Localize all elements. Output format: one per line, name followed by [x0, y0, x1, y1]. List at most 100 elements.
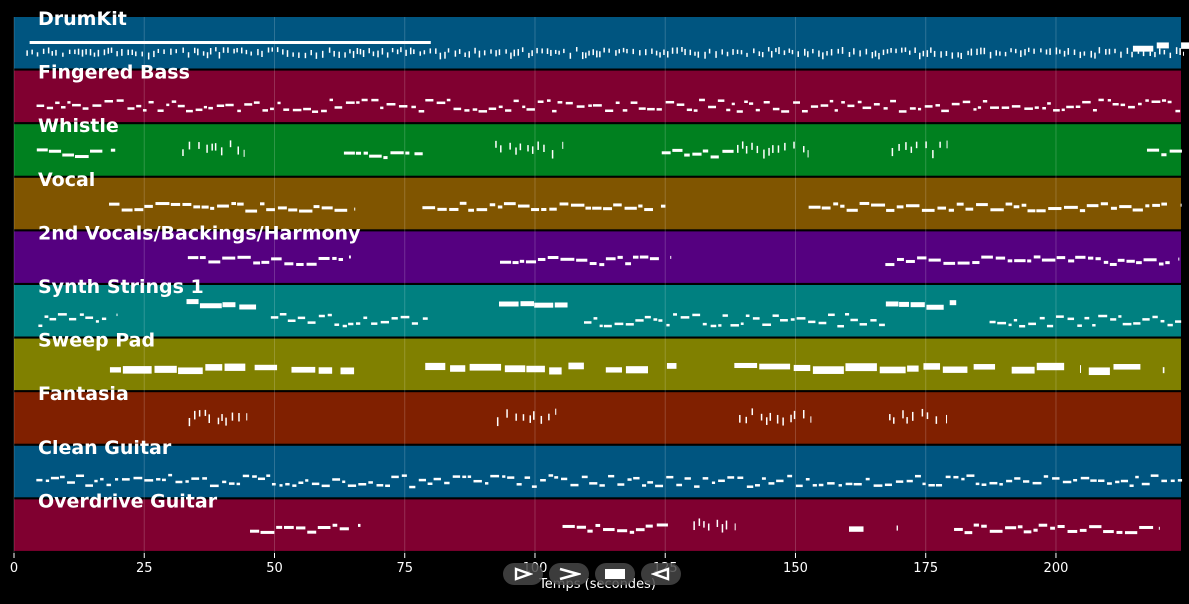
- note: [1063, 50, 1066, 57]
- note: [1133, 322, 1141, 325]
- note: [973, 523, 979, 527]
- note: [755, 484, 760, 487]
- note: [1057, 525, 1065, 529]
- note: [1005, 526, 1017, 530]
- note: [746, 52, 748, 57]
- x-tick-label: 200: [1044, 561, 1069, 576]
- note: [671, 47, 674, 54]
- note: [810, 416, 812, 423]
- note: [949, 300, 957, 306]
- note: [238, 413, 240, 422]
- note: [921, 208, 935, 212]
- note: [644, 315, 651, 319]
- note: [666, 363, 677, 369]
- note: [1087, 256, 1094, 260]
- note: [1158, 48, 1161, 55]
- note: [848, 526, 864, 532]
- note: [499, 301, 519, 307]
- note: [1181, 42, 1189, 49]
- note: [915, 141, 918, 149]
- note: [85, 48, 87, 55]
- note: [1033, 255, 1041, 259]
- note: [741, 141, 744, 149]
- note: [74, 155, 89, 159]
- note: [497, 205, 503, 209]
- note: [187, 52, 190, 58]
- note: [730, 324, 739, 327]
- note: [175, 480, 183, 484]
- note: [1116, 530, 1123, 534]
- note: [603, 47, 605, 53]
- note: [135, 51, 137, 57]
- note: [1122, 322, 1132, 326]
- note: [433, 477, 441, 481]
- note: [768, 482, 775, 485]
- note: [745, 146, 748, 154]
- note: [1154, 51, 1156, 58]
- note: [505, 49, 507, 54]
- note: [740, 50, 743, 55]
- note: [895, 48, 897, 54]
- note: [369, 154, 382, 158]
- note: [186, 299, 199, 305]
- note: [283, 525, 294, 529]
- note: [812, 484, 817, 487]
- note: [1040, 48, 1042, 53]
- note: [914, 474, 921, 478]
- note: [227, 47, 229, 53]
- note: [1004, 51, 1007, 57]
- stop-button[interactable]: [595, 563, 635, 585]
- note: [558, 50, 560, 55]
- note: [279, 313, 287, 316]
- note: [1049, 48, 1051, 55]
- note: [605, 257, 616, 261]
- note: [291, 366, 316, 373]
- note: [684, 477, 691, 480]
- note: [414, 152, 423, 156]
- note: [1050, 526, 1055, 530]
- note: [516, 483, 522, 486]
- note: [906, 417, 908, 424]
- note: [45, 479, 50, 483]
- play-button[interactable]: [503, 563, 543, 585]
- note: [68, 49, 71, 55]
- note: [517, 49, 520, 56]
- note: [1126, 259, 1135, 263]
- note: [656, 108, 662, 111]
- note: [605, 109, 614, 113]
- track-background: [14, 285, 1181, 337]
- note: [59, 475, 65, 479]
- note: [449, 207, 459, 211]
- note: [818, 321, 827, 325]
- note: [761, 52, 764, 58]
- note: [546, 48, 549, 55]
- note: [237, 109, 241, 113]
- track-label: Overdrive Guitar: [38, 490, 218, 512]
- note: [935, 484, 943, 487]
- note: [718, 479, 725, 483]
- note: [653, 318, 658, 321]
- note: [1080, 365, 1082, 373]
- note: [490, 474, 500, 478]
- note: [1135, 475, 1139, 479]
- note: [603, 207, 613, 211]
- note: [563, 48, 565, 54]
- note: [297, 316, 306, 320]
- note: [262, 109, 269, 112]
- forward-button[interactable]: [549, 563, 589, 585]
- back-button[interactable]: [641, 563, 681, 585]
- stop-icon: [605, 569, 625, 579]
- note: [257, 477, 266, 481]
- track-notes: [38, 299, 1182, 328]
- note: [710, 324, 717, 328]
- note: [667, 51, 669, 58]
- note: [405, 151, 410, 155]
- note: [340, 367, 355, 375]
- note: [1034, 106, 1039, 109]
- note: [229, 140, 232, 148]
- note: [629, 530, 635, 534]
- note: [1117, 258, 1125, 262]
- note: [976, 203, 988, 207]
- note: [506, 409, 508, 418]
- note: [725, 520, 728, 530]
